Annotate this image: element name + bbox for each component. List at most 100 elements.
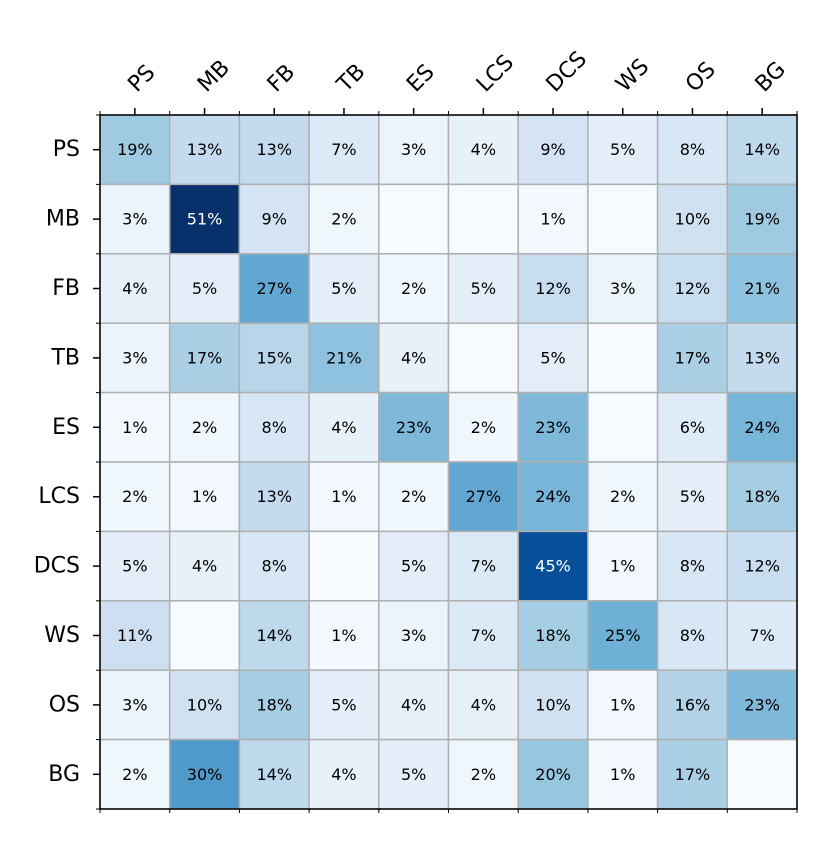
heatmap-cell	[168, 114, 241, 186]
x-tick-label: OS	[681, 57, 721, 97]
heatmap-cell-label: 4%	[471, 140, 496, 159]
heatmap-cell	[726, 322, 798, 394]
heatmap-cell-label: 17%	[675, 348, 711, 367]
heatmap-cell-label: 27%	[466, 487, 502, 506]
heatmap-cell-label: 17%	[675, 765, 711, 784]
x-tick-labels: PS MB FB TB ES LCS DCS WS OS BG	[123, 47, 790, 98]
heatmap-cell-label: 2%	[122, 765, 147, 784]
heatmap-cell	[238, 253, 310, 324]
heatmap-cell	[587, 183, 659, 255]
heatmap-cell-label: 1%	[610, 695, 635, 714]
heatmap-cell	[238, 600, 310, 671]
heatmap-cell-label: 1%	[610, 557, 635, 576]
heatmap-cell	[587, 114, 659, 186]
heatmap-cell-label: 5%	[331, 695, 356, 714]
heatmap-cell-label: 15%	[256, 348, 292, 367]
y-tick-label: OS	[49, 692, 80, 717]
y-tick-label: ES	[52, 415, 80, 440]
heatmap-cell	[656, 322, 729, 394]
x-tick-label: MB	[193, 55, 235, 97]
heatmap-cell	[447, 738, 519, 810]
heatmap-cell-label: 4%	[471, 695, 496, 714]
heatmap-cell	[656, 391, 729, 463]
heatmap-cell	[308, 183, 380, 255]
heatmap-cell-label: 17%	[187, 348, 223, 367]
heatmap-cell	[168, 253, 241, 324]
heatmap-cell	[99, 253, 171, 324]
heatmap-cell-label: 3%	[401, 626, 426, 645]
heatmap-cell-label: 1%	[331, 626, 356, 645]
y-tick-label: TB	[50, 345, 80, 370]
y-tick-label: DCS	[34, 554, 80, 579]
heatmap-cell-labels: 19% 13% 13% 7% 3% 4% 9% 5% 8% 14% 3% 51% 9% 2% 1% 10% 19…	[117, 140, 780, 784]
heatmap-cell	[308, 669, 380, 741]
heatmap-cell	[168, 391, 241, 463]
heatmap-cell-label: 2%	[192, 418, 217, 437]
heatmap-cell-label: 19%	[117, 140, 153, 159]
heatmap-cell	[99, 461, 171, 533]
heatmap-cell	[587, 322, 659, 394]
heatmap-cell	[587, 738, 659, 810]
y-tick-label: MB	[46, 207, 80, 232]
heatmap-cell	[517, 669, 589, 741]
heatmap-cell	[656, 253, 729, 324]
heatmap-cell-label: 1%	[540, 210, 565, 229]
x-tick-label: FB	[263, 60, 300, 97]
heatmap-cell-label: 14%	[256, 626, 292, 645]
heatmap-cell-label: 13%	[256, 487, 292, 506]
heatmap-cell	[726, 530, 798, 602]
heatmap-cell	[656, 183, 729, 255]
heatmap-cell	[238, 669, 310, 741]
heatmap-cell-label: 19%	[744, 210, 780, 229]
heatmap-cell	[656, 600, 729, 671]
heatmap-cell	[238, 391, 310, 463]
heatmap-cell-label: 3%	[122, 210, 147, 229]
heatmap-cell	[99, 114, 171, 186]
heatmap-cell	[447, 114, 519, 186]
heatmap-cell	[378, 738, 450, 810]
heatmap-cell-label: 13%	[256, 140, 292, 159]
heatmap-cell-label: 4%	[331, 418, 356, 437]
heatmap-cell	[378, 391, 450, 463]
heatmap-cell	[587, 530, 659, 602]
heatmap-cell	[99, 738, 171, 810]
heatmap-cell-label: 18%	[256, 695, 292, 714]
heatmap-cell	[447, 322, 519, 394]
heatmap-cell	[517, 738, 589, 810]
heatmap-cell	[447, 391, 519, 463]
heatmap-cell-label: 8%	[262, 418, 287, 437]
heatmap-cell-label: 10%	[535, 695, 571, 714]
heatmap-cell	[447, 530, 519, 602]
heatmap-cell-label: 9%	[540, 140, 565, 159]
heatmap-cell-label: 21%	[744, 279, 780, 298]
heatmap-cell-label: 7%	[331, 140, 356, 159]
heatmap-cell-label: 1%	[331, 487, 356, 506]
heatmap-cell-label: 14%	[256, 765, 292, 784]
heatmap-cell	[726, 183, 798, 255]
heatmap-cell-label: 1%	[610, 765, 635, 784]
heatmap-cell-label: 7%	[471, 626, 496, 645]
heatmap-cell	[587, 600, 659, 671]
heatmap-cell-label: 5%	[122, 557, 147, 576]
heatmap-cell-label: 3%	[122, 348, 147, 367]
heatmap-cell-label: 12%	[675, 279, 711, 298]
heatmap-cell	[447, 600, 519, 671]
x-tick-label: BG	[751, 57, 791, 97]
heatmap-cell-label: 13%	[187, 140, 223, 159]
heatmap-cell-label: 23%	[535, 418, 571, 437]
heatmap-cell-label: 7%	[749, 626, 774, 645]
heatmap-cell-label: 4%	[331, 765, 356, 784]
heatmap-cell-label: 14%	[744, 140, 780, 159]
heatmap-cell	[587, 669, 659, 741]
heatmap-cell-label: 12%	[535, 279, 571, 298]
heatmap-cell-label: 4%	[122, 279, 147, 298]
heatmap-cell	[656, 738, 729, 810]
heatmap-cell	[308, 600, 380, 671]
heatmap-cell-label: 3%	[122, 695, 147, 714]
heatmap-cell-label: 1%	[122, 418, 147, 437]
heatmap-cell-label: 11%	[117, 626, 153, 645]
heatmap-cell-label: 18%	[744, 487, 780, 506]
heatmap-cell-label: 18%	[535, 626, 571, 645]
heatmap-cell-label: 8%	[262, 557, 287, 576]
